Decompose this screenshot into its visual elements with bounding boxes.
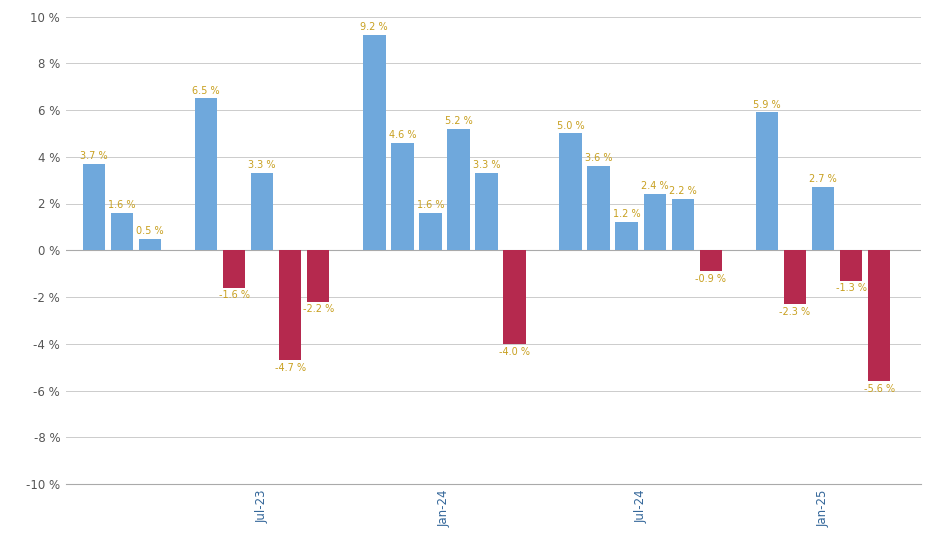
Text: 1.6 %: 1.6 % — [416, 200, 444, 210]
Bar — [756, 112, 778, 250]
Bar — [559, 134, 582, 250]
Bar — [195, 98, 217, 250]
Text: -5.6 %: -5.6 % — [864, 384, 895, 394]
Bar — [139, 239, 161, 250]
Bar — [83, 164, 105, 250]
Bar — [699, 250, 722, 271]
Bar — [391, 143, 414, 250]
Text: 5.0 %: 5.0 % — [556, 120, 585, 130]
Bar — [784, 250, 807, 304]
Text: 6.5 %: 6.5 % — [192, 85, 220, 96]
Text: 9.2 %: 9.2 % — [361, 23, 388, 32]
Text: -1.6 %: -1.6 % — [219, 290, 250, 300]
Text: -0.9 %: -0.9 % — [696, 274, 727, 284]
Bar — [868, 250, 890, 381]
Text: 4.6 %: 4.6 % — [388, 130, 416, 140]
Bar — [363, 35, 385, 250]
Bar — [419, 213, 442, 250]
Text: -2.3 %: -2.3 % — [779, 307, 810, 317]
Text: -1.3 %: -1.3 % — [836, 283, 867, 294]
Text: 5.2 %: 5.2 % — [445, 116, 472, 126]
Bar — [111, 213, 133, 250]
Text: 3.3 %: 3.3 % — [248, 160, 275, 170]
Bar — [839, 250, 862, 280]
Bar — [307, 250, 329, 301]
Text: 3.6 %: 3.6 % — [585, 153, 613, 163]
Text: 1.2 %: 1.2 % — [613, 210, 640, 219]
Text: 2.7 %: 2.7 % — [809, 174, 837, 184]
Text: -4.0 %: -4.0 % — [499, 346, 530, 356]
Bar — [279, 250, 302, 360]
Bar — [616, 222, 638, 250]
Text: -2.2 %: -2.2 % — [303, 305, 334, 315]
Bar — [447, 129, 470, 250]
Text: 0.5 %: 0.5 % — [136, 226, 164, 236]
Bar — [503, 250, 525, 344]
Text: 2.4 %: 2.4 % — [641, 182, 668, 191]
Bar — [671, 199, 694, 250]
Bar — [251, 173, 274, 250]
Bar — [223, 250, 245, 288]
Bar — [476, 173, 497, 250]
Text: 1.6 %: 1.6 % — [108, 200, 135, 210]
Text: -4.7 %: -4.7 % — [274, 363, 306, 373]
Bar — [644, 194, 666, 250]
Text: 5.9 %: 5.9 % — [753, 100, 781, 109]
Bar — [588, 166, 610, 250]
Text: 2.2 %: 2.2 % — [669, 186, 697, 196]
Bar — [812, 187, 835, 250]
Text: 3.7 %: 3.7 % — [80, 151, 108, 161]
Text: 3.3 %: 3.3 % — [473, 160, 500, 170]
